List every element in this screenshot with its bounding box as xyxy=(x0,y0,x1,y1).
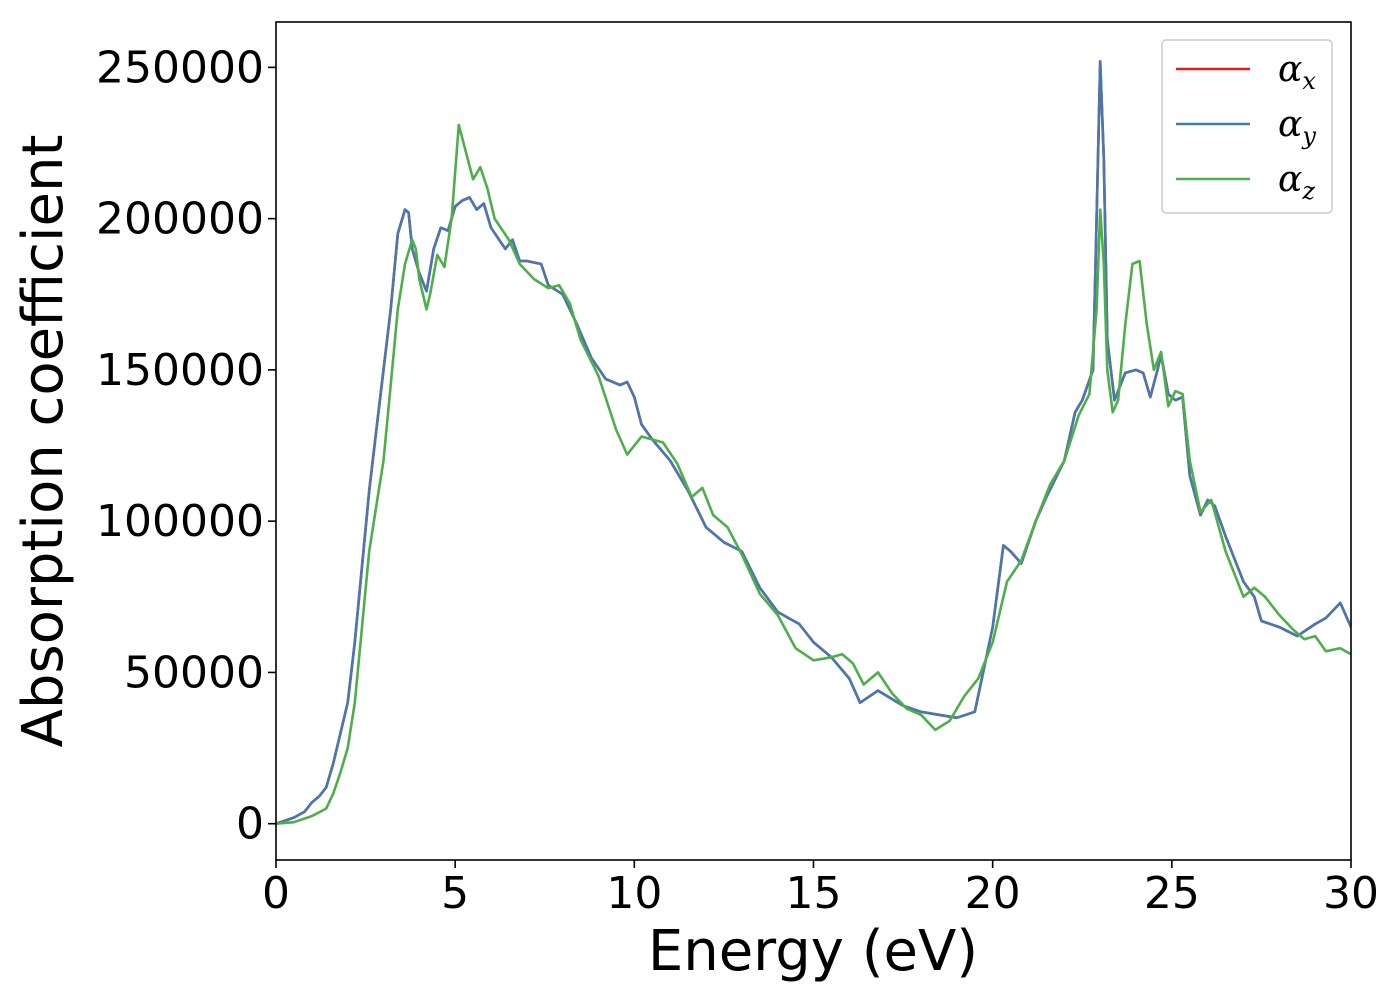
legend-label-y: αy xyxy=(1278,104,1316,150)
legend-label-subscript: y xyxy=(1301,122,1316,150)
x-axis-title: Energy (eV) xyxy=(648,919,978,984)
y-tick-label: 200000 xyxy=(96,194,264,245)
y-tick-label: 100000 xyxy=(96,496,264,547)
series-lines xyxy=(276,60,1351,825)
y-tick-label: 50000 xyxy=(124,647,264,698)
series-line-z xyxy=(276,123,1351,825)
legend-label-symbol: α xyxy=(1278,159,1302,200)
y-tick-label: 250000 xyxy=(96,42,264,93)
legend-label-x: αx xyxy=(1278,49,1316,95)
legend-label-z: αz xyxy=(1278,159,1315,205)
x-tick-label: 5 xyxy=(441,868,469,919)
y-tick-label: 150000 xyxy=(96,345,264,396)
legend-label-symbol: α xyxy=(1278,49,1302,90)
x-tick-label: 0 xyxy=(262,868,290,919)
legend-label-subscript: x xyxy=(1302,67,1316,95)
legend-label-subscript: z xyxy=(1301,177,1315,205)
y-tick-label: 0 xyxy=(236,799,264,850)
y-axis-title: Absorption coefficient xyxy=(11,135,76,748)
x-tick-label: 30 xyxy=(1323,868,1379,919)
legend-box xyxy=(1161,39,1333,214)
x-tick-label: 10 xyxy=(606,868,662,919)
x-tick-label: 20 xyxy=(965,868,1021,919)
x-tick-label: 15 xyxy=(786,868,842,919)
axis-ticks: 0 5 10 15 20 25 30 0 50000 100000 150000 200000 2500… xyxy=(96,42,1379,919)
legend-label-symbol: α xyxy=(1278,104,1302,145)
x-tick-label: 25 xyxy=(1144,868,1200,919)
